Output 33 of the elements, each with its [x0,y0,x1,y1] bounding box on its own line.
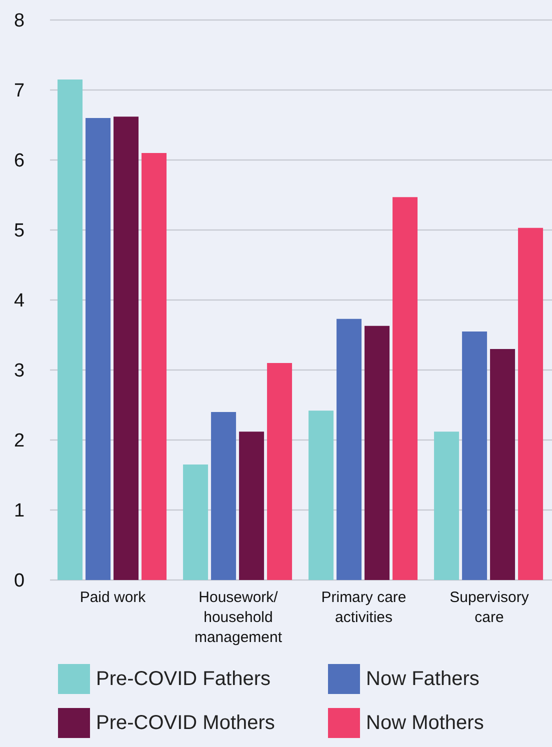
legend-label: Now Fathers [366,668,480,690]
y-tick-label: 6 [14,150,25,172]
y-tick-label: 5 [14,220,25,242]
bar [183,464,208,580]
y-tick-label: 0 [14,570,25,592]
bar [86,118,111,580]
bar [114,116,139,580]
bar [267,363,292,580]
bar [239,432,264,580]
bar [308,410,334,580]
bar [142,153,167,580]
bar [336,318,362,580]
legend-label: Pre-COVID Mothers [96,712,275,734]
legend-label: Pre-COVID Fathers [96,668,270,690]
x-tick-label: Housework/household management [194,589,283,646]
bar [392,197,418,580]
x-tick-label: Supervisory care [450,589,530,626]
bar [462,332,488,580]
bar [58,80,83,580]
y-tick-label: 7 [14,80,25,102]
bar [490,349,516,580]
bar [434,432,460,580]
bar [211,412,236,580]
y-tick-label: 3 [14,360,25,382]
x-tick-label: Paid work [80,589,146,606]
y-tick-label: 1 [14,500,25,522]
bar [518,228,544,580]
y-tick-label: 4 [14,290,25,312]
y-tick-label: 8 [14,10,25,32]
x-tick-label: Primary care activities [321,589,406,626]
legend-label: Now Mothers [366,712,484,734]
bar [364,326,390,580]
y-tick-label: 2 [14,430,25,452]
